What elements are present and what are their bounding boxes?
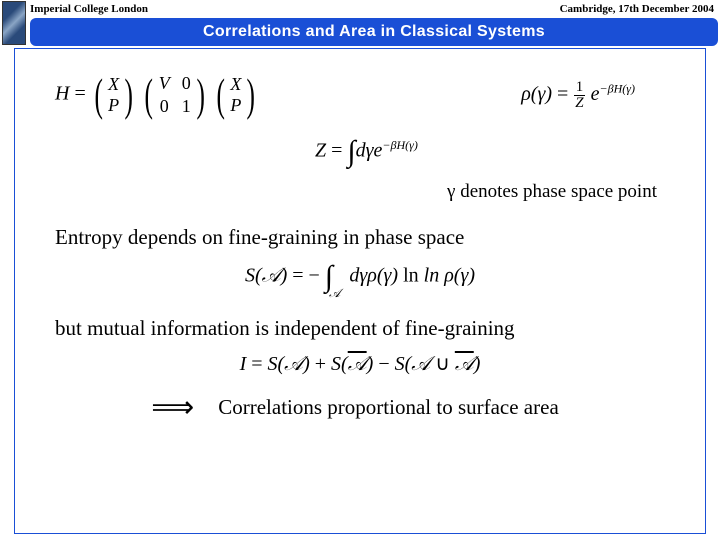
gamma-note: γ denotes phase space point: [55, 181, 657, 203]
institution-logo: [2, 1, 26, 45]
equation-row-1: H = (XP) (V001) (XP) ρ(γ) = 1Z e−βH(γ): [55, 73, 665, 117]
mutual-info-equation: I = S(𝒜) + S(𝒜) − S(𝒜 ∪ 𝒜): [55, 351, 665, 376]
slide-title: Correlations and Area in Classical Syste…: [30, 18, 718, 46]
mutual-info-text: but mutual information is independent of…: [55, 316, 665, 341]
implies-arrow-icon: ⟹: [151, 390, 194, 425]
entropy-text: Entropy depends on fine-graining in phas…: [55, 225, 665, 250]
header-left: Imperial College London: [30, 3, 148, 15]
partition-equation: Z = ∫dγe−βH(γ): [55, 135, 665, 169]
header-right: Cambridge, 17th December 2004: [560, 3, 714, 15]
content-frame: H = (XP) (V001) (XP) ρ(γ) = 1Z e−βH(γ) Z…: [14, 48, 706, 534]
conclusion-text: Correlations proportional to surface are…: [218, 395, 559, 420]
rho-equation: ρ(γ) = 1Z e−βH(γ): [521, 80, 665, 111]
entropy-equation: S(𝒜) = − ∫𝒜 dγρ(γ) ln ln ρ(γ): [55, 260, 665, 294]
hamiltonian-equation: H = (XP) (V001) (XP): [55, 73, 259, 117]
conclusion-row: ⟹ Correlations proportional to surface a…: [55, 390, 665, 425]
header-bar: Imperial College London Cambridge, 17th …: [0, 0, 720, 18]
